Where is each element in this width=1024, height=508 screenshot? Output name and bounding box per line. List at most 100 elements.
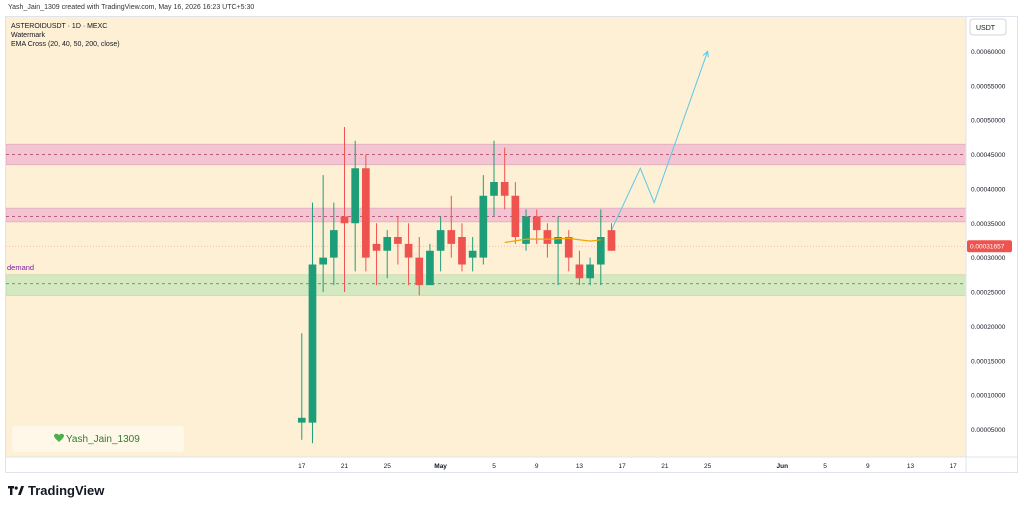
candle[interactable] — [554, 216, 562, 286]
candle[interactable] — [383, 230, 392, 279]
currency-badge[interactable] — [969, 18, 1007, 36]
x-tick-label: 21 — [661, 463, 669, 470]
candle[interactable] — [468, 237, 477, 272]
x-tick-label: 25 — [704, 463, 712, 470]
x-tick-label: 13 — [907, 463, 915, 470]
candle[interactable] — [532, 209, 541, 244]
ema-line[interactable] — [504, 237, 601, 244]
candle[interactable] — [500, 147, 509, 210]
candle-body — [362, 168, 370, 258]
x-tick-label: 25 — [384, 463, 392, 470]
candle[interactable] — [564, 230, 573, 272]
tradingview-logo[interactable]: TradingView — [8, 483, 104, 498]
candle-body — [329, 230, 338, 258]
y-tick-label: 0.00010000 — [971, 393, 1006, 400]
author-watermark-box — [12, 426, 184, 452]
chart-legend[interactable]: ASTEROIDUSDT · 1D · MEXC Watermark EMA C… — [11, 22, 120, 49]
candle[interactable] — [319, 175, 327, 292]
candle-body — [372, 243, 381, 251]
chart-frame[interactable]: demand 0.00060000 0.00055000 0.00050000 0.0… — [5, 16, 1018, 473]
x-tick-label: 5 — [823, 463, 827, 470]
x-tick-label: 13 — [576, 463, 584, 470]
candle[interactable] — [415, 237, 424, 296]
current-price-badge — [967, 240, 1012, 253]
x-tick-label: 9 — [535, 463, 539, 470]
candle-body — [319, 257, 327, 265]
legend-indicator: EMA Cross (20, 40, 50, 200, close) — [11, 41, 120, 48]
candle-body — [511, 195, 520, 237]
candle-body — [340, 216, 349, 224]
candle[interactable] — [329, 202, 338, 286]
x-tick-label: 17 — [950, 463, 958, 470]
legend-symbol: ASTEROIDUSDT · 1D · MEXC — [11, 23, 108, 30]
candle-body — [479, 195, 488, 258]
candle-body — [490, 182, 498, 196]
candle-body — [351, 168, 360, 224]
heart-icon — [54, 433, 64, 442]
candle-body — [383, 237, 392, 251]
candle[interactable] — [447, 195, 456, 258]
x-tick-label: 17 — [298, 463, 306, 470]
candle[interactable] — [596, 209, 605, 286]
candle[interactable] — [351, 140, 360, 272]
candle[interactable] — [490, 140, 498, 217]
candle-body — [586, 264, 594, 279]
candle[interactable] — [308, 202, 317, 444]
candle-body — [575, 264, 584, 279]
x-tick-label: 21 — [341, 463, 349, 470]
candle-body — [447, 230, 456, 244]
candle-body — [554, 237, 562, 244]
tradingview-logo-icon — [8, 485, 24, 495]
demand-zone[interactable] — [6, 274, 967, 296]
y-tick-label: 0.00005000 — [971, 427, 1006, 434]
y-tick-label: 0.00055000 — [971, 83, 1006, 90]
candle-body — [308, 264, 317, 423]
candle[interactable] — [426, 243, 434, 286]
candle[interactable] — [607, 223, 616, 251]
y-tick-label: 0.00035000 — [971, 221, 1006, 228]
x-tick-label: 5 — [492, 463, 496, 470]
candle-body — [426, 250, 434, 286]
candle[interactable] — [511, 182, 520, 244]
candle[interactable] — [394, 216, 402, 265]
candle[interactable] — [372, 223, 381, 286]
demand-zone-label: demand — [7, 263, 34, 272]
candle-body — [596, 237, 605, 265]
candle[interactable] — [543, 223, 552, 258]
author-watermark-label: Yash_Jain_1309 — [66, 434, 140, 445]
chart-credit: Yash_Jain_1309 created with TradingView.… — [8, 4, 255, 11]
candle[interactable] — [586, 257, 594, 286]
projection-path[interactable] — [611, 51, 709, 231]
candle-body — [522, 216, 530, 244]
candle[interactable] — [436, 216, 445, 272]
current-price-label: 0.00031657 — [970, 244, 1005, 251]
y-tick-label: 0.00030000 — [971, 255, 1006, 262]
candle-body — [394, 237, 402, 244]
y-tick-label: 0.00025000 — [971, 290, 1006, 297]
candle-body — [607, 230, 616, 251]
y-tick-label: 0.00020000 — [971, 324, 1006, 331]
candle[interactable] — [297, 333, 306, 440]
y-tick-label: 0.00045000 — [971, 152, 1006, 159]
candle-body — [532, 216, 541, 231]
projection-arrowhead — [702, 50, 709, 58]
x-tick-label: 17 — [619, 463, 627, 470]
candle[interactable] — [479, 175, 488, 265]
candle-body — [468, 250, 477, 258]
candle[interactable] — [362, 154, 370, 272]
candle[interactable] — [522, 209, 530, 251]
candle[interactable] — [340, 127, 349, 292]
candle[interactable] — [458, 223, 466, 272]
legend-watermark: Watermark — [11, 32, 45, 39]
x-tick-label: Jun — [777, 463, 789, 470]
candle[interactable] — [575, 250, 584, 286]
y-tick-label: 0.00060000 — [971, 49, 1006, 56]
candle-body — [436, 230, 445, 251]
candle-body — [500, 182, 509, 196]
x-tick-label: 9 — [866, 463, 870, 470]
y-tick-label: 0.00040000 — [971, 186, 1006, 193]
candle[interactable] — [404, 223, 413, 286]
tradingview-logo-text: TradingView — [28, 483, 105, 498]
candle-body — [564, 237, 573, 258]
price-chart[interactable]: demand 0.00060000 0.00055000 0.00050000 0.0… — [6, 17, 1017, 472]
